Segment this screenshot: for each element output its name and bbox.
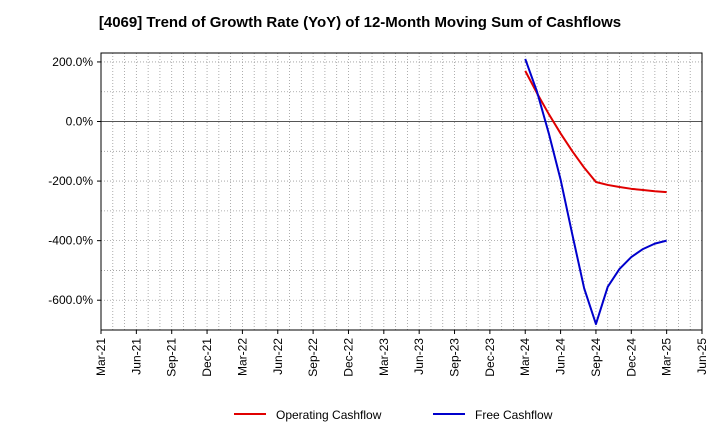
x-tick-label: Dec-23 xyxy=(483,338,497,377)
x-tick-label: Mar-22 xyxy=(235,338,249,376)
x-tick-label: Dec-21 xyxy=(200,338,214,377)
y-tick-label: 200.0% xyxy=(52,55,93,69)
y-tick-label: 0.0% xyxy=(66,115,94,129)
x-tick-label: Dec-22 xyxy=(341,338,355,377)
x-tick-label: Jun-22 xyxy=(271,338,285,375)
legend-label: Free Cashflow xyxy=(475,408,553,422)
x-tick-label: Mar-23 xyxy=(377,338,391,376)
x-tick-label: Mar-24 xyxy=(518,338,532,376)
y-tick-label: -400.0% xyxy=(48,234,93,248)
chart-title: [4069] Trend of Growth Rate (YoY) of 12-… xyxy=(98,14,622,31)
plot-background xyxy=(101,53,702,330)
x-tick-label: Sep-21 xyxy=(165,338,179,377)
x-tick-label: Mar-25 xyxy=(660,338,674,376)
y-tick-label: -200.0% xyxy=(48,174,93,188)
x-tick-label: Sep-22 xyxy=(306,338,320,377)
plot-frame xyxy=(100,52,703,331)
x-tick-label: Jun-23 xyxy=(412,338,426,375)
x-tick-label: Jun-21 xyxy=(129,338,143,375)
x-tick-label: Jun-24 xyxy=(554,338,568,375)
y-tick-label: -600.0% xyxy=(48,293,93,307)
x-tick-label: Sep-23 xyxy=(448,338,462,377)
series-line xyxy=(524,58,667,326)
legend-label: Operating Cashflow xyxy=(276,408,382,422)
x-tick-label: Dec-24 xyxy=(624,338,638,377)
series-line xyxy=(524,70,667,194)
x-tick-label: Sep-24 xyxy=(589,338,603,377)
x-tick-label: Mar-21 xyxy=(94,338,108,376)
x-tick-label: Jun-25 xyxy=(695,338,709,375)
